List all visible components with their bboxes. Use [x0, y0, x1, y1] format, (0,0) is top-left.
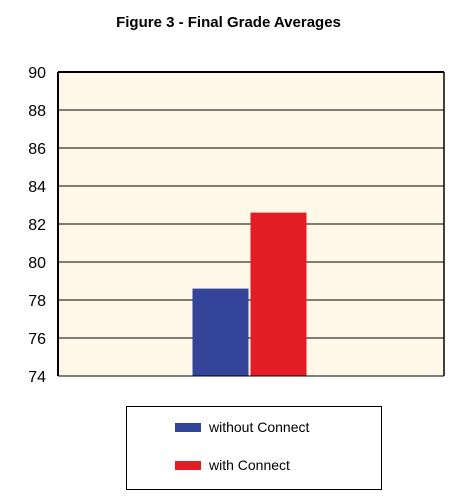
legend-swatch-with-connect: [175, 460, 201, 470]
bar-with-connect: [250, 212, 307, 376]
chart-title: Figure 3 - Final Grade Averages: [116, 14, 341, 31]
y-tick-label-90: 90: [28, 65, 46, 82]
legend: without Connect with Connect: [126, 406, 382, 490]
y-tick-label-88: 88: [28, 103, 46, 120]
bar-chart: 74 76 78 80 82 84 86 88 90: [28, 65, 445, 386]
y-tick-label-82: 82: [28, 217, 46, 234]
y-tick-label-80: 80: [28, 255, 46, 272]
y-tick-label-74: 74: [28, 369, 46, 386]
y-tick-label-78: 78: [28, 293, 46, 310]
y-tick-label-86: 86: [28, 141, 46, 158]
legend-item-without-connect: without Connect: [175, 419, 309, 435]
y-tick-label-76: 76: [28, 331, 46, 348]
legend-swatch-without-connect: [175, 422, 201, 432]
legend-label-without-connect: without Connect: [209, 419, 310, 435]
y-tick-label-84: 84: [28, 179, 46, 196]
legend-label-with-connect: with Connect: [209, 457, 290, 473]
legend-item-with-connect: with Connect: [175, 457, 290, 473]
bar-without-connect: [192, 288, 249, 376]
